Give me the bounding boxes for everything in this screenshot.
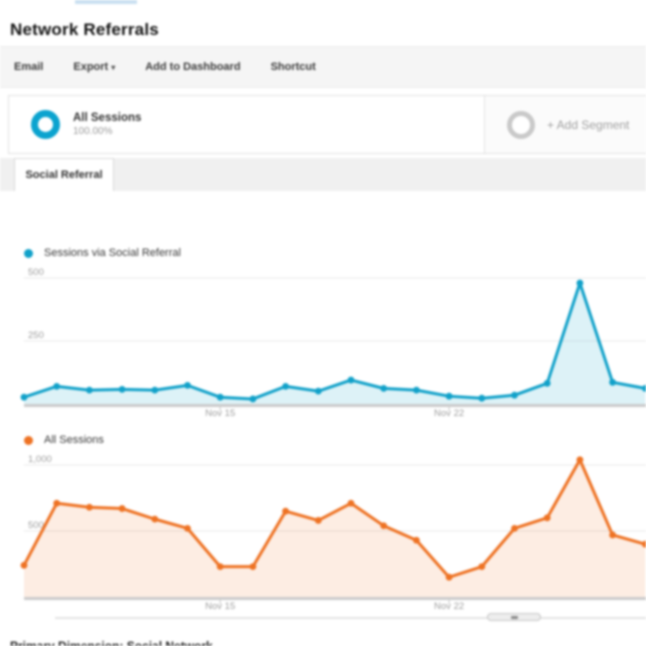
email-button[interactable]: Email xyxy=(14,61,44,73)
legend-all-sessions: All Sessions xyxy=(24,434,104,446)
legend-label: All Sessions xyxy=(44,434,104,446)
tab-band: Social Referral xyxy=(0,158,646,191)
segment-row: All Sessions 100.00% + Add Segment xyxy=(8,95,646,154)
svg-text:250: 250 xyxy=(28,330,44,341)
scrubber-grip-icon xyxy=(510,615,518,619)
timeline-scrubber-track xyxy=(55,617,646,619)
primary-dimension-label: Primary Dimension: Social Network xyxy=(10,639,213,646)
svg-text:500: 500 xyxy=(28,267,44,278)
add-segment-button[interactable]: + Add Segment xyxy=(485,96,646,153)
svg-text:Nov 15: Nov 15 xyxy=(205,601,235,612)
all-sessions-donut-icon xyxy=(31,110,60,139)
legend-sessions-via-social-referral: Sessions via Social Referral xyxy=(24,247,181,259)
page-title: Network Referrals xyxy=(10,20,159,39)
tab-social-referral[interactable]: Social Referral xyxy=(14,158,114,191)
svg-text:1,000: 1,000 xyxy=(28,454,52,465)
sessions-via-social-referral-chart: 250 500 Nov 15 Nov 22 xyxy=(20,267,646,419)
all-sessions-chart: 500 1,000 Nov 15 Nov 22 xyxy=(20,454,646,612)
svg-text:Nov 15: Nov 15 xyxy=(205,408,235,419)
toolbar: Email Export ▾ Add to Dashboard Shortcut xyxy=(0,46,646,88)
blue-legend-dot-icon xyxy=(24,248,33,258)
cut-off-top-element xyxy=(75,0,137,4)
add-to-dashboard-button[interactable]: Add to Dashboard xyxy=(145,61,241,73)
chevron-down-icon: ▾ xyxy=(111,63,116,72)
legend-label: Sessions via Social Referral xyxy=(44,247,181,259)
shortcut-button[interactable]: Shortcut xyxy=(270,61,316,73)
svg-text:Nov 22: Nov 22 xyxy=(434,408,464,419)
svg-text:Nov 22: Nov 22 xyxy=(434,601,464,612)
export-button[interactable]: Export ▾ xyxy=(73,61,116,73)
all-sessions-segment[interactable]: All Sessions 100.00% xyxy=(9,96,485,153)
svg-text:500: 500 xyxy=(28,520,44,531)
segment-percent: 100.00% xyxy=(73,126,113,137)
timeline-scrubber-handle[interactable] xyxy=(487,613,541,621)
orange-legend-dot-icon xyxy=(24,435,33,445)
add-segment-label: + Add Segment xyxy=(547,117,630,132)
add-segment-circle-icon xyxy=(507,110,535,139)
segment-name: All Sessions xyxy=(73,112,142,124)
tab-label: Social Referral xyxy=(25,169,103,181)
